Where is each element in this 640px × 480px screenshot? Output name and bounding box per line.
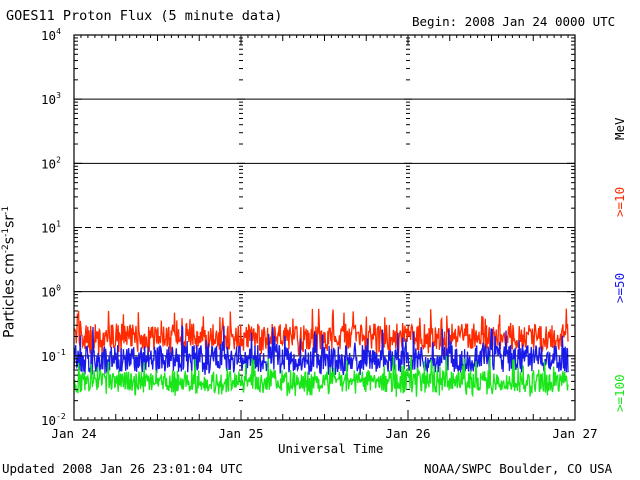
y-exp-sr: -1 <box>1 205 11 215</box>
legend-series-10: >=10 <box>612 186 627 217</box>
x-tick-label: Jan 25 <box>218 426 263 441</box>
y-axis-label-sr: sr <box>1 214 18 228</box>
legend-series-100: >=100 <box>612 374 627 412</box>
y-axis-label-text: Particles cm <box>1 253 18 338</box>
y-exp-s: -1 <box>1 227 11 237</box>
chart-title: GOES11 Proton Flux (5 minute data) <box>6 8 283 24</box>
x-axis-label: Universal Time <box>278 441 384 456</box>
y-axis-label-s: s <box>1 236 18 245</box>
y-exp-cm: -2 <box>1 244 11 254</box>
y-tick-label: 100 <box>41 284 61 300</box>
series-line-100mev <box>73 355 569 398</box>
y-tick-label: 10-2 <box>41 412 66 428</box>
x-tick-label: Jan 26 <box>385 426 430 441</box>
plot-frame <box>73 34 576 421</box>
y-tick-label: 102 <box>41 155 61 171</box>
credit-text: NOAA/SWPC Boulder, CO USA <box>424 461 613 476</box>
series-line-10mev <box>73 308 569 356</box>
x-tick-label: Jan 27 <box>552 426 597 441</box>
legend-series-50: >=50 <box>612 272 627 303</box>
begin-time: Begin: 2008 Jan 24 0000 UTC <box>412 14 616 29</box>
y-axis-label: Particles cm-2s-1sr-1 <box>1 206 18 338</box>
x-tick-label: Jan 24 <box>51 426 96 441</box>
updated-time: Updated 2008 Jan 26 23:01:04 UTC <box>2 461 243 476</box>
y-tick-label: 104 <box>41 27 61 43</box>
y-tick-label: 101 <box>41 220 61 236</box>
y-tick-label: 10-1 <box>41 348 66 364</box>
legend-unit: MeV <box>612 117 627 140</box>
y-tick-label: 103 <box>41 91 61 107</box>
